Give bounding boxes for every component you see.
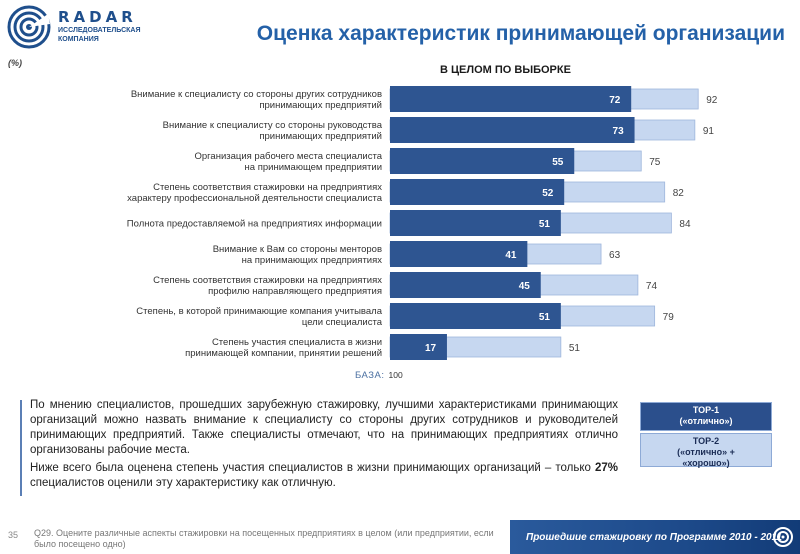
base-info: БАЗА: 100	[355, 370, 403, 381]
category-label-1-1: принимающих предприятий	[259, 131, 382, 142]
legend-top1: TOP-1 («отлично»)	[640, 402, 772, 431]
bar-top1-6	[390, 272, 541, 298]
category-label-5-0: Внимание к Вам со стороны менторов	[213, 244, 382, 255]
summary-paragraph-1: По мнению специалистов, прошедших зарубе…	[30, 399, 618, 456]
category-label-8-0: Степень участия специалиста в жизни	[212, 337, 382, 348]
radar-icon	[7, 5, 51, 49]
value-top1-6: 45	[519, 281, 531, 292]
legend-top1-line-2: («отлично»)	[679, 416, 733, 426]
category-label-4-0: Полнота предоставляемой на предприятиях …	[127, 219, 382, 230]
value-top2-1: 91	[703, 126, 715, 137]
base-value: 100	[388, 370, 403, 380]
value-top1-8: 17	[425, 343, 437, 354]
footer-left: 35 Q29. Оцените различные аспекты стажир…	[0, 518, 500, 554]
bar-top1-7	[390, 303, 561, 329]
logo-name: RADAR	[58, 8, 137, 26]
category-label-6-1: профилю направляющего предприятия	[208, 286, 382, 297]
category-label-0-0: Внимание к специалисту со стороны других…	[131, 89, 382, 100]
slide-number: 35	[8, 530, 19, 540]
value-top2-8: 51	[569, 343, 581, 354]
category-label-3-0: Степень соответствия стажировки на предп…	[153, 182, 382, 193]
bar-top1-5	[390, 241, 528, 267]
legend-top1-line-1: TOP-1	[692, 405, 720, 415]
value-top1-0: 72	[609, 95, 621, 106]
value-top2-7: 79	[663, 312, 675, 323]
bar-top1-0	[390, 86, 632, 112]
summary-paragraph-2: Ниже всего была оценена степень участия …	[24, 461, 618, 491]
category-label-7-1: цели специалиста	[302, 317, 383, 328]
program-banner: Прошедшие стажировку по Программе 2010 -…	[510, 520, 800, 554]
value-top1-1: 73	[613, 126, 625, 137]
category-label-3-1: характеру профессиональной деятельности …	[127, 193, 383, 204]
summary-box: По мнению специалистов, прошедших зарубе…	[20, 398, 618, 498]
value-top1-4: 51	[539, 219, 551, 230]
value-top2-0: 92	[706, 95, 718, 106]
value-top2-2: 75	[649, 157, 661, 168]
summary-text-b: специалистов оценили эту характеристику …	[30, 477, 336, 489]
value-top1-7: 51	[539, 312, 551, 323]
chart-title: В ЦЕЛОМ ПО ВЫБОРКЕ	[440, 64, 571, 76]
value-top2-3: 82	[673, 188, 685, 199]
value-top1-5: 41	[505, 250, 517, 261]
legend-top2: TOP-2 («отлично» + «хорошо»)	[640, 433, 772, 468]
bar-top1-3	[390, 179, 565, 205]
value-top2-6: 74	[646, 281, 658, 292]
legend-top2-line-1: TOP-2	[692, 436, 720, 446]
value-top1-2: 55	[552, 157, 564, 168]
bar-top1-2	[390, 148, 575, 174]
bar-chart: 72 92 Внимание к специалисту со стороны др…	[127, 86, 718, 360]
category-label-1-0: Внимание к специалисту со стороны руково…	[163, 120, 383, 131]
category-label-0-1: принимающих предприятий	[259, 100, 382, 111]
bar-top1-8	[390, 334, 447, 360]
category-label-5-1: на принимающих предприятиях	[242, 255, 383, 266]
question-footnote: Q29. Оцените различные аспекты стажировк…	[34, 528, 494, 549]
chart-legend: TOP-1 («отлично») TOP-2 («отлично» + «хо…	[640, 402, 772, 468]
summary-highlight: 27%	[594, 462, 618, 474]
value-top2-4: 84	[679, 219, 691, 230]
program-text: Прошедшие стажировку по Программе 2010 -…	[526, 532, 782, 543]
category-label-2-1: на принимающем предприятии	[245, 162, 382, 173]
summary-text-a: Ниже всего была оценена степень участия …	[30, 462, 595, 474]
category-label-6-0: Степень соответствия стажировки на предп…	[153, 275, 382, 286]
unit-label: (%)	[8, 58, 22, 68]
bar-top1-1	[390, 117, 635, 143]
value-top1-3: 52	[542, 188, 554, 199]
category-label-7-0: Степень, в которой принимающие компания …	[136, 306, 382, 317]
legend-top2-line-3: «хорошо»)	[682, 458, 730, 468]
category-label-8-1: принимающей компании, принятии решений	[185, 348, 382, 359]
legend-top2-line-2: («отлично» +	[677, 447, 735, 457]
page-title: Оценка характеристик принимающей организ…	[256, 22, 785, 45]
logo-subtitle: ИССЛЕДОВАТЕЛЬСКАЯ КОМПАНИЯ	[58, 27, 141, 43]
value-top2-5: 63	[609, 250, 621, 261]
category-label-2-0: Организация рабочего места специалиста	[195, 151, 383, 162]
base-label: БАЗА:	[355, 370, 385, 381]
bar-top1-4	[390, 210, 561, 236]
radar-small-icon	[773, 527, 793, 547]
radar-logo: RADAR ИССЛЕДОВАТЕЛЬСКАЯ КОМПАНИЯ	[6, 4, 156, 52]
